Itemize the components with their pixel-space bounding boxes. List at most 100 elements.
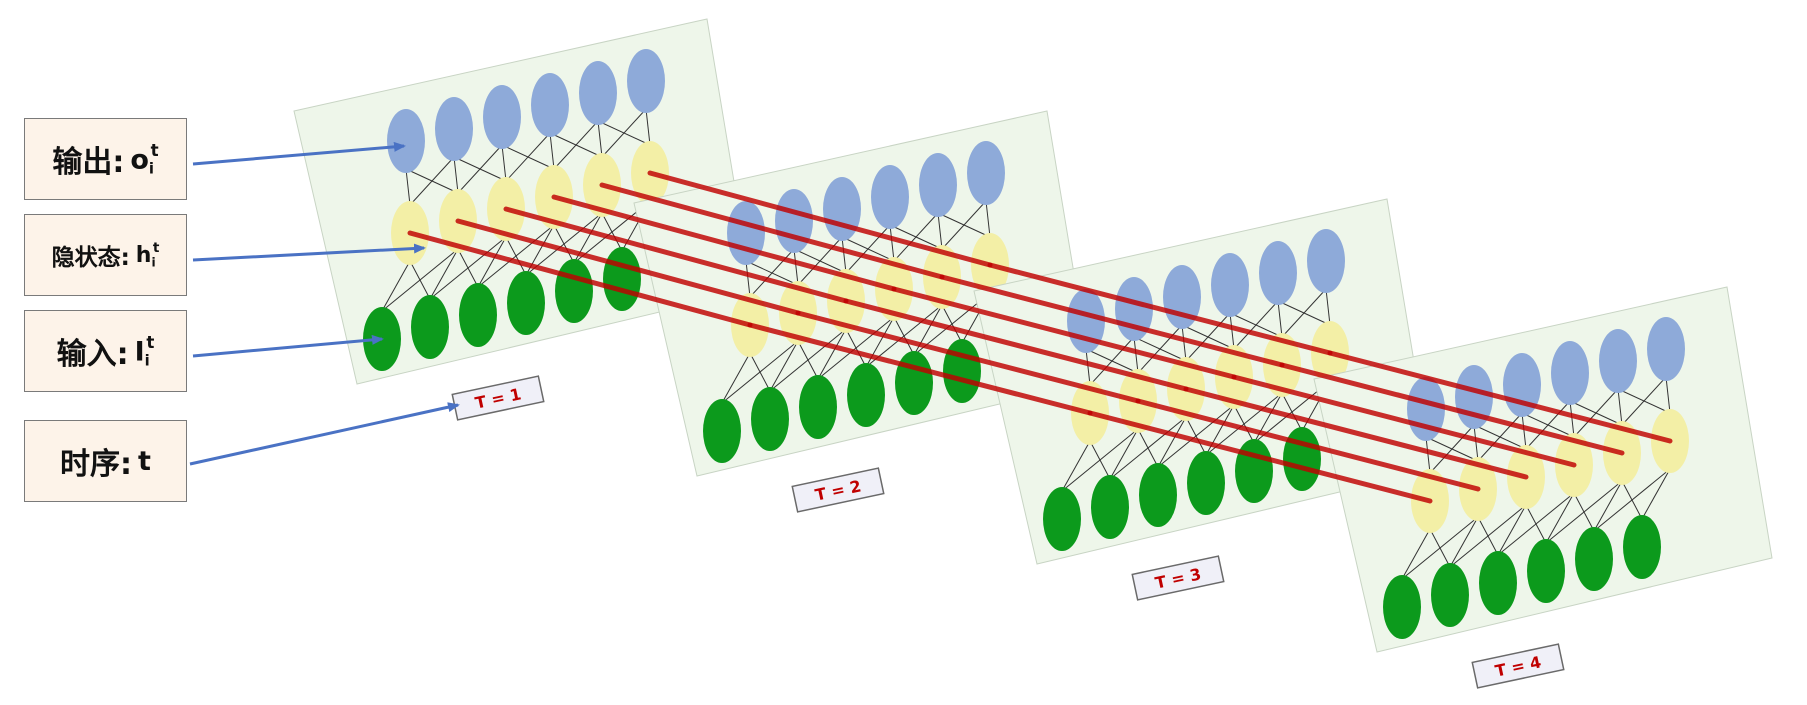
hidden-output-edge <box>745 260 751 298</box>
legend-input-label: 输入: <box>56 337 129 372</box>
input-pointer-arrow <box>192 334 384 358</box>
input-node <box>1623 515 1661 579</box>
hidden-output-edge <box>1617 388 1623 426</box>
recurrent-link <box>647 170 993 268</box>
input-hidden-edge <box>553 224 575 264</box>
output-node <box>1211 253 1249 317</box>
legend-hidden-state: 隐状态: hit <box>24 214 187 296</box>
input-node <box>799 375 837 439</box>
input-hidden-edge <box>1429 528 1451 568</box>
timestep-tag-box <box>1471 643 1565 689</box>
layer-connections <box>1401 376 1671 580</box>
input-node <box>411 295 449 359</box>
hidden-output-edge <box>1181 324 1187 362</box>
input-hidden-edge <box>797 340 819 380</box>
hidden-pointer-arrow <box>192 243 426 262</box>
input-node <box>1575 527 1613 591</box>
input-hidden-edge <box>1185 416 1207 456</box>
input-hidden-edge <box>1281 392 1303 432</box>
recurrent-link <box>843 298 1189 392</box>
input-hidden-edge <box>381 260 411 312</box>
input-node <box>1187 451 1225 515</box>
input-hidden-edge <box>477 236 507 288</box>
hidden-output-edge <box>1569 400 1623 426</box>
input-node <box>507 271 545 335</box>
input-node <box>703 399 741 463</box>
hidden-output-edge <box>985 200 991 238</box>
hidden-output-edge <box>501 144 555 170</box>
output-node <box>1599 329 1637 393</box>
input-node <box>847 363 885 427</box>
hidden-output-edge <box>405 168 459 194</box>
timestep-tag-1: T = 1 <box>451 375 545 421</box>
hidden-output-edge <box>1521 412 1527 450</box>
input-hidden-edge <box>893 316 915 356</box>
layer-connections <box>721 200 991 404</box>
input-hidden-edge <box>721 352 751 404</box>
input-node <box>1527 539 1565 603</box>
output-node <box>579 61 617 125</box>
output-node <box>387 109 425 173</box>
hidden-output-edge <box>1521 412 1575 438</box>
input-hidden-edge <box>1449 516 1479 568</box>
recurrent-link <box>407 230 753 328</box>
input-node <box>1139 463 1177 527</box>
input-hidden-edge <box>1545 492 1575 544</box>
timestep-tag-box <box>791 467 885 513</box>
recurrent-link <box>1087 410 1433 504</box>
hidden-output-edge <box>549 132 603 158</box>
hidden-output-edge <box>597 120 603 158</box>
hidden-output-edge <box>453 156 507 182</box>
input-hidden-edge <box>1061 440 1091 492</box>
recurrent-link <box>1183 386 1529 480</box>
input-node <box>1431 563 1469 627</box>
output-node <box>1647 317 1685 381</box>
recurrent-link <box>1135 398 1481 492</box>
legend-output-label: 输出: <box>52 145 125 180</box>
recurrent-link <box>891 286 1237 380</box>
hidden-output-edge <box>1665 376 1671 414</box>
recurrent-link <box>1327 350 1673 444</box>
recurrent-link <box>551 194 897 292</box>
hidden-output-edge <box>889 224 943 250</box>
input-node <box>1283 427 1321 491</box>
hidden-output-edge <box>841 236 847 274</box>
hidden-output-edge <box>1473 424 1527 450</box>
legend-time-label: 时序: <box>60 447 133 482</box>
output-node <box>919 153 957 217</box>
hidden-output-edge <box>1229 312 1235 350</box>
input-hidden-edge <box>505 236 527 276</box>
hidden-output-edge <box>1569 400 1575 438</box>
recurrent-link <box>987 262 1333 356</box>
input-node <box>1383 575 1421 639</box>
output-node <box>727 201 765 265</box>
hidden-output-edge <box>453 156 459 194</box>
input-node <box>1235 439 1273 503</box>
input-hidden-edge <box>1137 428 1159 468</box>
hidden-output-edge <box>889 224 895 262</box>
input-hidden-edge <box>1401 528 1431 580</box>
input-hidden-edge <box>1089 440 1111 480</box>
output-node <box>871 165 909 229</box>
legend-output-symbol: oit <box>130 140 159 178</box>
input-hidden-edge <box>1593 480 1623 532</box>
input-hidden-edge <box>1641 468 1671 520</box>
legend-input-symbol: Iit <box>134 332 155 370</box>
hidden-output-edge <box>1133 336 1187 362</box>
legend-time-symbol: t <box>138 445 151 477</box>
hidden-output-edge <box>645 108 651 146</box>
input-hidden-edge <box>429 248 459 300</box>
input-node <box>751 387 789 451</box>
hidden-output-edge <box>793 248 847 274</box>
hidden-output-edge <box>841 236 895 262</box>
input-node <box>943 339 981 403</box>
input-node <box>555 259 593 323</box>
output-node <box>483 85 521 149</box>
hidden-output-edge <box>597 120 651 146</box>
output-node <box>823 177 861 241</box>
hidden-output-edge <box>1277 300 1283 338</box>
output-node <box>531 73 569 137</box>
hidden-output-edge <box>1181 324 1235 350</box>
output-node <box>1551 341 1589 405</box>
hidden-output-edge <box>1325 288 1331 326</box>
